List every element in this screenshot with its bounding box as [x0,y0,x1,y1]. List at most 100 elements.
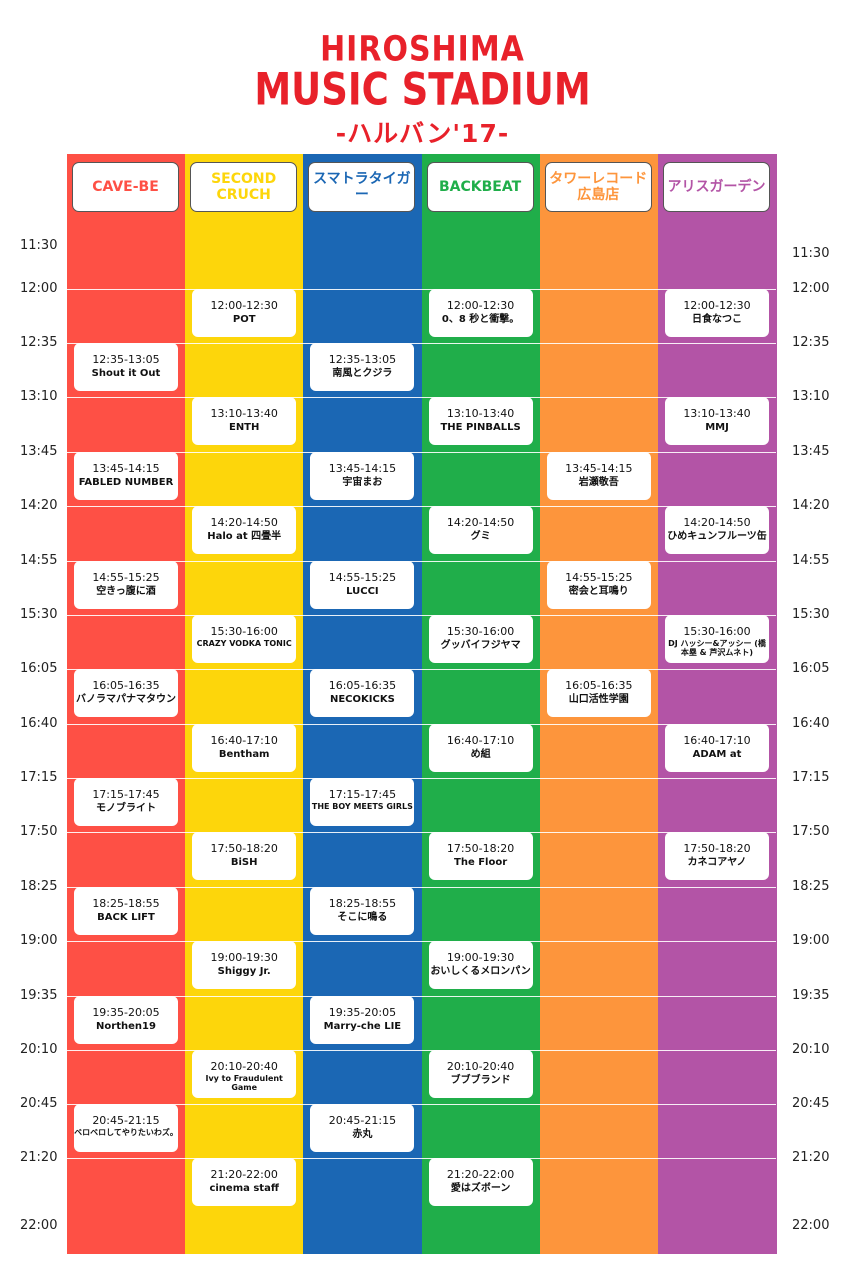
slot-artist: ADAM at [692,749,742,760]
time-label-left: 14:20 [20,498,58,513]
slot-artist: 宇宙まお [342,477,383,488]
slot-card[interactable]: 16:40-17:10 Bentham [192,724,297,772]
slot-artist: バノラマパナマタウン [76,694,176,705]
slot-card[interactable]: 13:45-14:15 宇宙まお [310,452,415,500]
slot-card[interactable]: 17:50-18:20 The Floor [428,832,533,880]
time-label-right: 16:40 [792,716,830,731]
slot-time: 16:05-16:35 [92,679,160,692]
time-label-left: 19:00 [20,933,58,948]
slot-artist: THE BOY MEETS GIRLS [311,802,413,811]
slot-card[interactable]: 13:45-14:15 岩瀬敬吾 [546,452,651,500]
slot-artist: 空きっ腹に酒 [96,586,156,597]
slot-card[interactable]: 14:20-14:50 Halo at 四畳半 [192,506,297,554]
slot-time: 16:40-17:10 [210,734,278,747]
slot-card[interactable]: 12:00-12:30 0、8 秒と衝撃。 [428,289,533,337]
slot-card[interactable]: 14:55-15:25 空きっ腹に酒 [74,561,178,609]
slot-card[interactable]: 18:25-18:55 そこに鳴る [310,887,415,935]
slot-card[interactable]: 19:35-20:05 Marry-che LIE [310,996,415,1044]
slot-time: 17:50-18:20 [446,842,515,855]
slot-card[interactable]: 14:55-15:25 LUCCI [310,561,415,609]
slot-card[interactable]: 13:45-14:15 FABLED NUMBER [74,452,178,500]
slot-card[interactable]: 12:00-12:30 POT [192,289,297,337]
time-label-left: 21:20 [20,1150,58,1165]
slot-card[interactable]: 13:10-13:40 ENTH [192,397,297,445]
slot-time: 17:50-18:20 [683,842,751,855]
slot-card[interactable]: 16:40-17:10 ADAM at [665,724,769,772]
slot-card[interactable]: 21:20-22:00 cinema staff [192,1158,297,1206]
slot-card[interactable]: 18:25-18:55 BACK LIFT [74,887,178,935]
time-label-left: 14:55 [20,553,58,568]
slot-time: 20:45-21:15 [328,1114,397,1127]
slot-card[interactable]: 21:20-22:00 愛はズボーン [428,1158,533,1206]
slot-card[interactable]: 17:15-17:45 THE BOY MEETS GIRLS [310,778,415,826]
time-label-left: 22:00 [20,1218,58,1233]
slot-card[interactable]: 20:10-20:40 Ivy to Fraudulent Game [192,1050,297,1098]
slot-time: 17:50-18:20 [210,842,278,855]
logo-line-3: -ハルバン'17- [335,119,510,148]
slot-artist: Halo at 四畳半 [207,531,282,542]
slot-artist: グッバイフジヤマ [440,640,521,651]
slot-artist: め組 [470,749,491,760]
time-label-right: 16:05 [792,661,830,676]
slot-card[interactable]: 16:05-16:35 NECOKICKS [310,669,415,717]
slot-card[interactable]: 15:30-16:00 DJ ハッシー&アッシー (橋本塁 & 芦沢ムネト) [665,615,769,663]
slot-artist: THE PINBALLS [440,422,521,433]
slot-artist: ベロベロしてやりたいわズ。 [74,1128,178,1137]
slot-time: 18:25-18:55 [92,897,160,910]
slot-card[interactable]: 19:00-19:30 おいしくるメロンパン [428,941,533,989]
slot-time: 14:20-14:50 [210,516,278,529]
stage-header-tower: タワーレコード 広島店 [544,162,652,212]
slot-card[interactable]: 14:20-14:50 グミ [428,506,533,554]
time-gridline [67,343,776,344]
slot-time: 13:45-14:15 [92,462,160,475]
time-label-left: 11:30 [20,238,58,253]
slot-card[interactable]: 13:10-13:40 THE PINBALLS [428,397,533,445]
slot-card[interactable]: 19:00-19:30 Shiggy Jr. [192,941,297,989]
slot-card[interactable]: 12:35-13:05 Shout it Out [74,343,178,391]
slot-time: 15:30-16:00 [210,625,278,638]
slot-card[interactable]: 20:45-21:15 ベロベロしてやりたいわズ。 [74,1104,178,1152]
slot-artist: POT [232,314,256,325]
slot-card[interactable]: 16:05-16:35 バノラマパナマタウン [74,669,178,717]
time-label-left: 20:45 [20,1096,58,1111]
slot-artist: LUCCI [346,586,379,597]
time-gridline [67,1158,776,1159]
time-label-right: 21:20 [792,1150,830,1165]
time-label-left: 20:10 [20,1042,58,1057]
slot-time: 13:45-14:15 [565,462,633,475]
slot-artist: 日食なつこ [692,314,742,325]
slot-time: 15:30-16:00 [683,625,751,638]
slot-artist: NECOKICKS [329,694,395,705]
slot-time: 12:00-12:30 [446,299,515,312]
time-gridline [67,996,776,997]
slot-card[interactable]: 13:10-13:40 MMJ [665,397,769,445]
time-gridline [67,289,776,290]
time-label-right: 14:55 [792,553,830,568]
slot-card[interactable]: 17:50-18:20 BiSH [192,832,297,880]
slot-artist: 山口活性学園 [568,694,629,705]
slot-card[interactable]: 17:15-17:45 モノブライト [74,778,178,826]
slot-artist: MMJ [705,422,729,433]
slot-card[interactable]: 15:30-16:00 グッバイフジヤマ [428,615,533,663]
slot-time: 21:20-22:00 [446,1168,515,1181]
slot-time: 13:45-14:15 [328,462,397,475]
slot-card[interactable]: 15:30-16:00 CRAZY VODKA TONIC [192,615,297,663]
slot-card[interactable]: 12:00-12:30 日食なつこ [665,289,769,337]
slot-card[interactable]: 20:45-21:15 赤丸 [310,1104,415,1152]
slot-card[interactable]: 14:20-14:50 ひめキュンフルーツ缶 [665,506,769,554]
time-label-left: 19:35 [20,988,58,1003]
slot-card[interactable]: 12:35-13:05 南風とクジラ [310,343,415,391]
slot-time: 13:10-13:40 [210,407,278,420]
slot-card[interactable]: 20:10-20:40 ブブブランド [428,1050,533,1098]
time-gridline [67,1050,776,1051]
slot-time: 14:20-14:50 [683,516,751,529]
slot-card[interactable]: 19:35-20:05 Northen19 [74,996,178,1044]
time-gridline [67,506,776,507]
slot-card[interactable]: 16:05-16:35 山口活性学園 [546,669,651,717]
time-gridline [67,941,776,942]
slot-artist: Ivy to Fraudulent Game [205,1074,283,1092]
slot-card[interactable]: 14:55-15:25 密会と耳鳴り [546,561,651,609]
slot-artist: モノブライト [96,803,156,814]
slot-card[interactable]: 16:40-17:10 め組 [428,724,533,772]
slot-card[interactable]: 17:50-18:20 カネコアヤノ [665,832,769,880]
